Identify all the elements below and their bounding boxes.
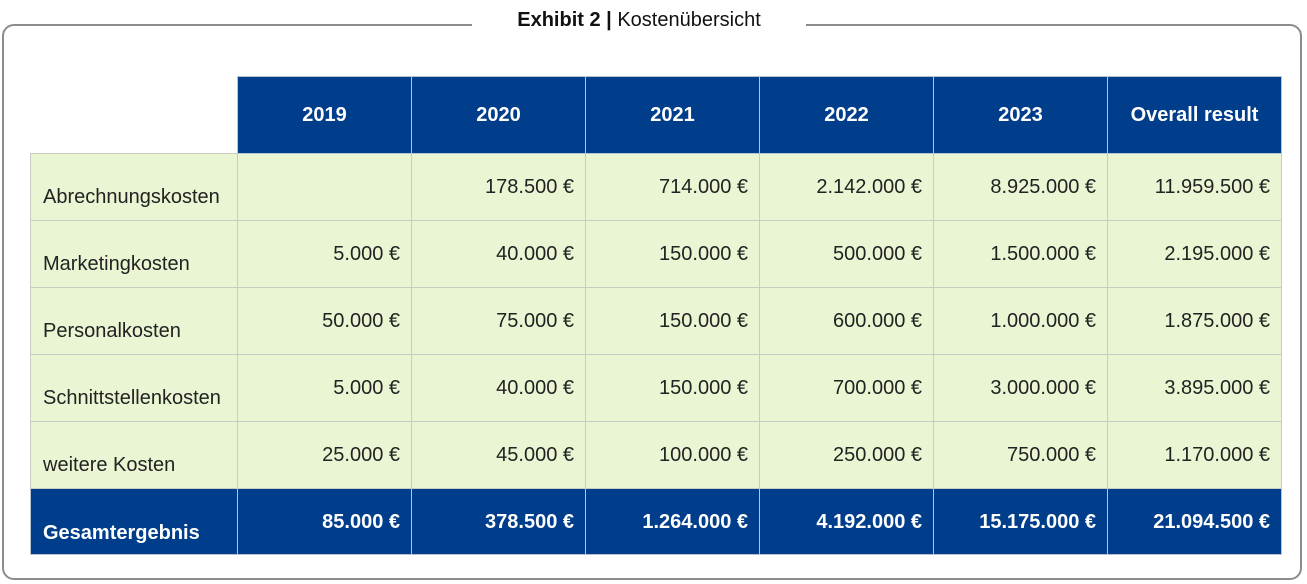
exhibit-title: Exhibit 2 | Kostenübersicht xyxy=(472,6,806,34)
row-label: Marketingkosten xyxy=(30,220,238,288)
column-header: Overall result xyxy=(1107,76,1282,154)
table-row: weitere Kosten 25.000 € 45.000 € 100.000… xyxy=(30,421,1282,489)
table-cell: 40.000 € xyxy=(411,354,586,422)
exhibit-subtitle: Kostenübersicht xyxy=(617,9,761,31)
total-cell: 15.175.000 € xyxy=(933,488,1108,555)
table-cell: 1.000.000 € xyxy=(933,287,1108,355)
title-separator: | xyxy=(606,9,612,31)
column-header: 2019 xyxy=(237,76,412,154)
table-row: Marketingkosten 5.000 € 40.000 € 150.000… xyxy=(30,220,1282,288)
table-cell: 8.925.000 € xyxy=(933,153,1108,221)
total-cell: 85.000 € xyxy=(237,488,412,555)
table-cell: 750.000 € xyxy=(933,421,1108,489)
header-row: 2019 2020 2021 2022 2023 Overall result xyxy=(30,76,1282,154)
table-cell: 2.142.000 € xyxy=(759,153,934,221)
column-header: 2023 xyxy=(933,76,1108,154)
table-row: Abrechnungskosten 178.500 € 714.000 € 2.… xyxy=(30,153,1282,221)
row-label: weitere Kosten xyxy=(30,421,238,489)
table-cell: 45.000 € xyxy=(411,421,586,489)
total-cell: 378.500 € xyxy=(411,488,586,555)
table-cell: 600.000 € xyxy=(759,287,934,355)
table-cell: 150.000 € xyxy=(585,287,760,355)
total-cell: 1.264.000 € xyxy=(585,488,760,555)
total-label: Gesamtergebnis xyxy=(30,488,238,555)
exhibit-number: Exhibit 2 xyxy=(517,9,601,31)
table-cell: 700.000 € xyxy=(759,354,934,422)
row-label: Personalkosten xyxy=(30,287,238,355)
table-cell: 500.000 € xyxy=(759,220,934,288)
table-cell: 25.000 € xyxy=(237,421,412,489)
table-cell: 75.000 € xyxy=(411,287,586,355)
table-cell xyxy=(237,153,412,221)
table-cell: 1.500.000 € xyxy=(933,220,1108,288)
table-cell: 178.500 € xyxy=(411,153,586,221)
table-cell: 250.000 € xyxy=(759,421,934,489)
table-cell: 150.000 € xyxy=(585,354,760,422)
row-label: Schnittstellenkosten xyxy=(30,354,238,422)
table-cell: 11.959.500 € xyxy=(1107,153,1282,221)
table-cell: 150.000 € xyxy=(585,220,760,288)
table-cell: 3.895.000 € xyxy=(1107,354,1282,422)
total-row: Gesamtergebnis 85.000 € 378.500 € 1.264.… xyxy=(30,488,1282,555)
column-header: 2021 xyxy=(585,76,760,154)
table-cell: 5.000 € xyxy=(237,220,412,288)
table-row: Schnittstellenkosten 5.000 € 40.000 € 15… xyxy=(30,354,1282,422)
table-cell: 1.170.000 € xyxy=(1107,421,1282,489)
table-cell: 714.000 € xyxy=(585,153,760,221)
table-cell: 40.000 € xyxy=(411,220,586,288)
column-header: 2022 xyxy=(759,76,934,154)
table-cell: 5.000 € xyxy=(237,354,412,422)
total-cell: 4.192.000 € xyxy=(759,488,934,555)
table-cell: 1.875.000 € xyxy=(1107,287,1282,355)
table-cell: 2.195.000 € xyxy=(1107,220,1282,288)
table-cell: 3.000.000 € xyxy=(933,354,1108,422)
corner-cell xyxy=(30,76,238,154)
row-label: Abrechnungskosten xyxy=(30,153,238,221)
total-cell: 21.094.500 € xyxy=(1107,488,1282,555)
table-row: Personalkosten 50.000 € 75.000 € 150.000… xyxy=(30,287,1282,355)
table-cell: 100.000 € xyxy=(585,421,760,489)
column-header: 2020 xyxy=(411,76,586,154)
table-cell: 50.000 € xyxy=(237,287,412,355)
cost-table: 2019 2020 2021 2022 2023 Overall result … xyxy=(30,76,1282,555)
